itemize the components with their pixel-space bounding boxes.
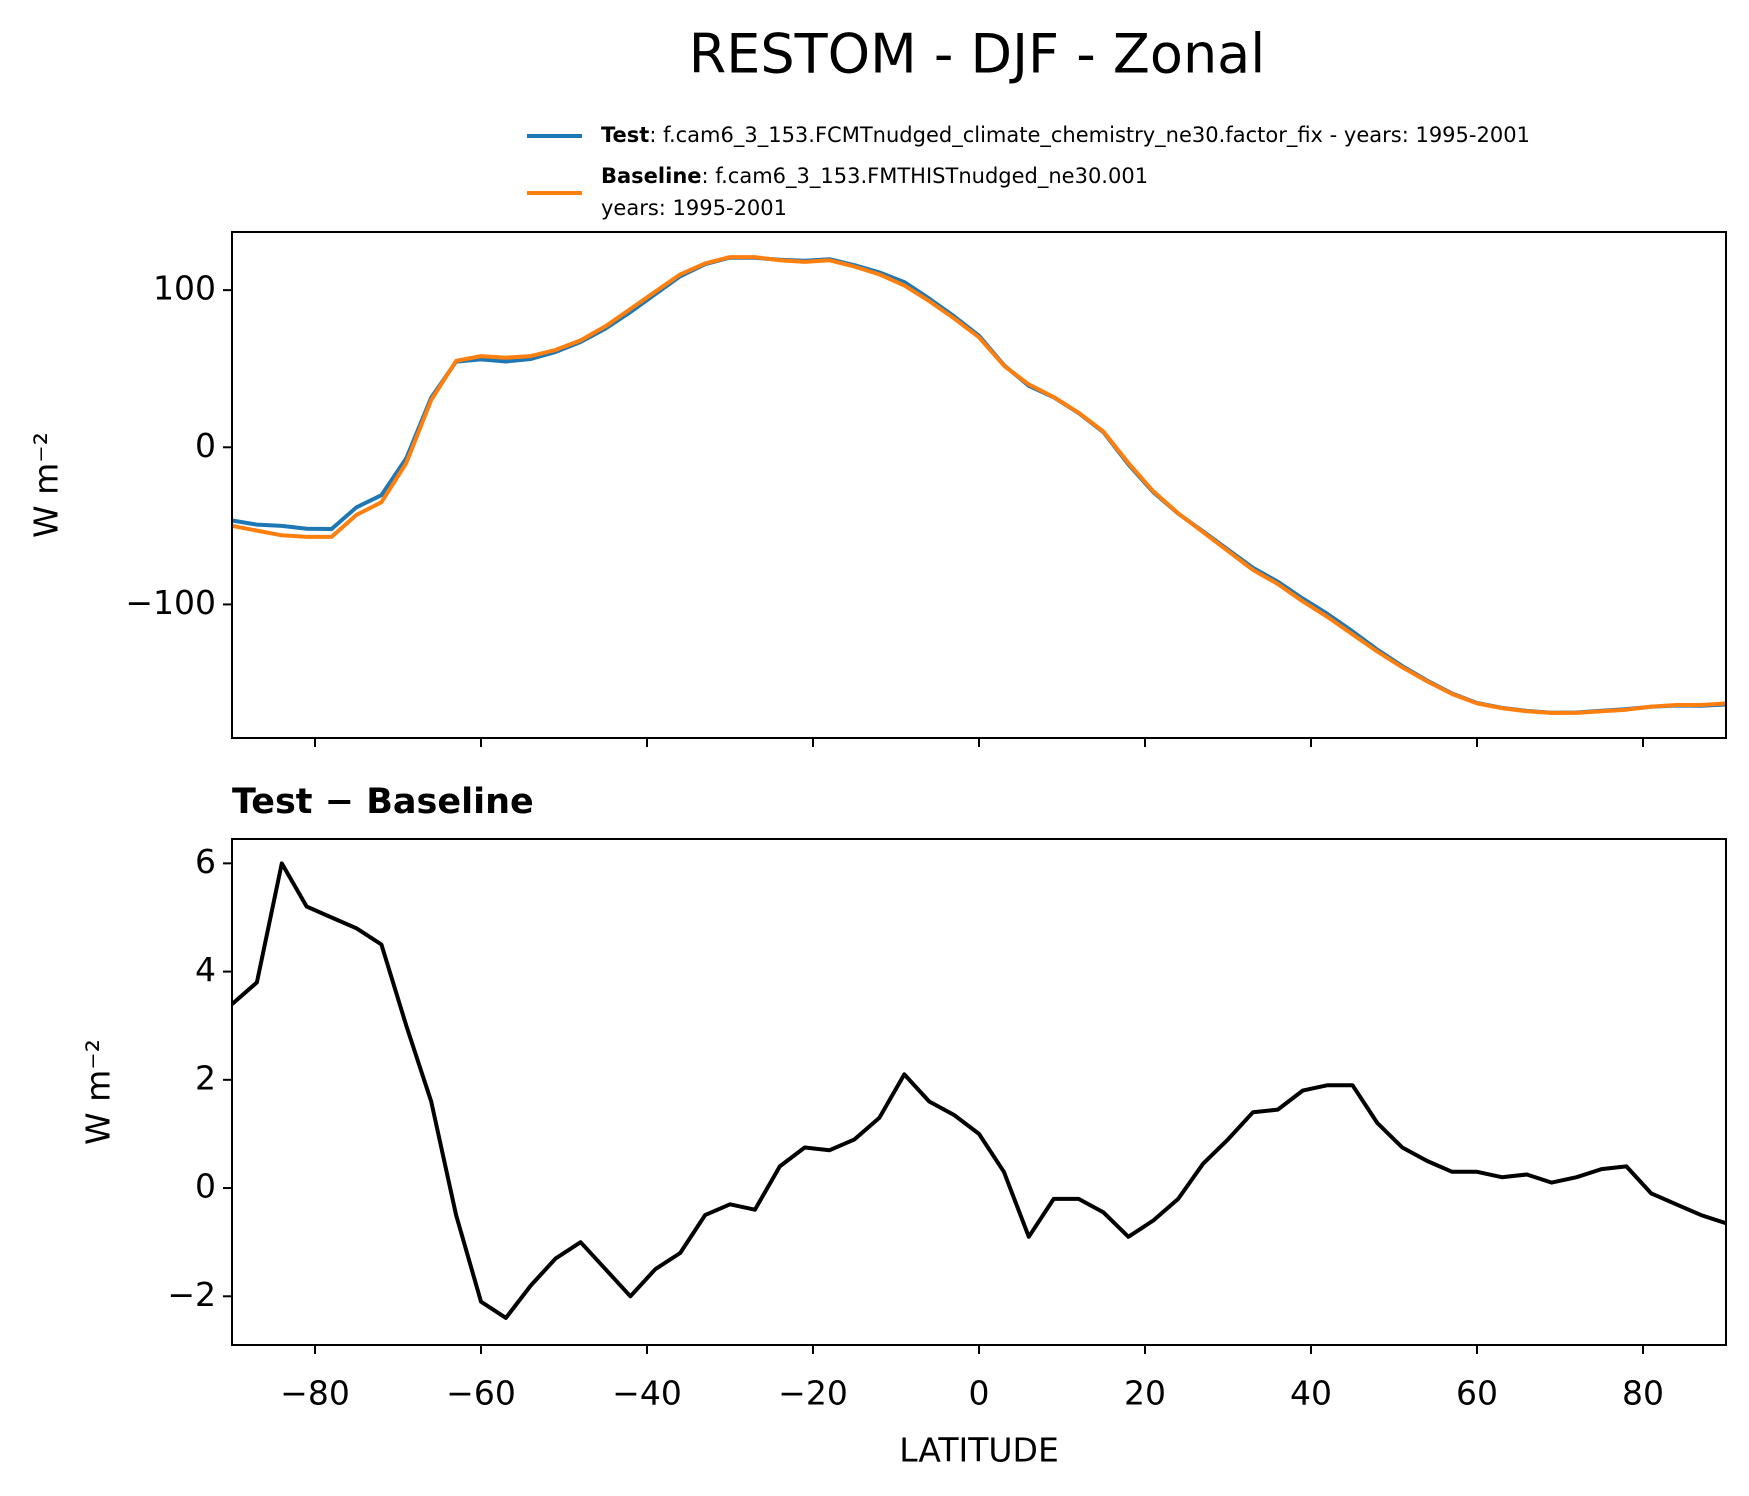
x-tick-label: 0 bbox=[969, 1374, 990, 1413]
legend-name: Baseline bbox=[601, 164, 702, 188]
y-axis-label: W m⁻² bbox=[27, 432, 66, 538]
x-tick-label: 20 bbox=[1124, 1374, 1166, 1413]
data-line bbox=[232, 255, 1726, 715]
x-tick-label: 80 bbox=[1622, 1374, 1664, 1413]
data-line bbox=[232, 861, 1726, 1320]
axes-frame bbox=[231, 838, 1727, 1346]
chart-title: RESTOM - DJF - Zonal bbox=[689, 23, 1266, 86]
x-tick-label: −60 bbox=[446, 1374, 516, 1413]
x-tick-label: −40 bbox=[612, 1374, 682, 1413]
y-tick-label: −100 bbox=[125, 583, 216, 622]
y-axis-label: W m⁻² bbox=[79, 1039, 118, 1145]
y-tick-label: 0 bbox=[195, 1167, 216, 1206]
x-tick-label: 60 bbox=[1456, 1374, 1498, 1413]
x-tick-label: −80 bbox=[280, 1374, 350, 1413]
y-tick-label: 0 bbox=[195, 426, 216, 465]
x-tick-label: −20 bbox=[778, 1374, 848, 1413]
y-tick-label: 4 bbox=[195, 950, 216, 989]
legend-description: : f.cam6_3_153.FMTHISTnudged_ne30.001 bbox=[702, 164, 1149, 189]
legend-label: Baseline: f.cam6_3_153.FMTHISTnudged_ne3… bbox=[601, 164, 1148, 189]
x-axis-label: LATITUDE bbox=[899, 1431, 1059, 1470]
axes-frame bbox=[231, 231, 1727, 739]
legend-description: years: 1995-2001 bbox=[601, 196, 787, 220]
legend-description: : f.cam6_3_153.FCMTnudged_climate_chemis… bbox=[649, 123, 1530, 148]
legend-label: Test: f.cam6_3_153.FCMTnudged_climate_ch… bbox=[601, 123, 1530, 148]
y-tick-label: 2 bbox=[195, 1058, 216, 1097]
x-tick-label: 40 bbox=[1290, 1374, 1332, 1413]
y-tick-label: −2 bbox=[167, 1275, 216, 1314]
y-tick-label: 6 bbox=[195, 842, 216, 881]
panel-title: Test − Baseline bbox=[232, 782, 534, 822]
legend-name: Test bbox=[601, 123, 649, 147]
y-tick-label: 100 bbox=[153, 269, 216, 308]
